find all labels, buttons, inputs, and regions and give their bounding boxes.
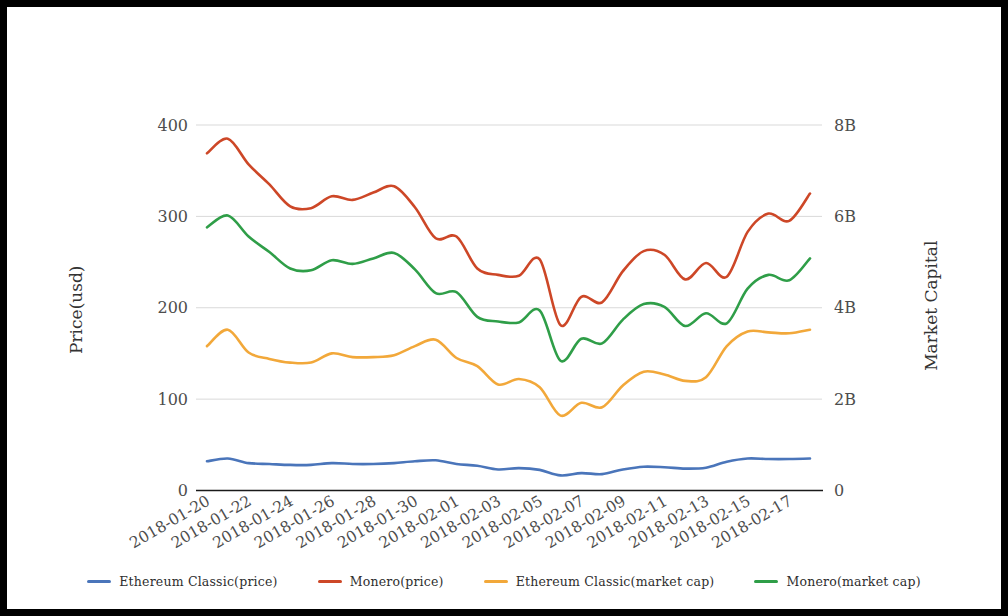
left-axis-tick-label: 300 xyxy=(157,207,188,226)
legend-item-monero-price: Monero(price) xyxy=(318,574,444,589)
right-axis-tick-label: 4B xyxy=(834,298,856,317)
series-line-ethereum-classic-price xyxy=(207,458,810,475)
legend-label: Ethereum Classic(price) xyxy=(119,574,277,589)
legend-label: Monero(price) xyxy=(350,574,444,589)
chart-legend: Ethereum Classic(price) Monero(price) Ethe… xyxy=(0,574,1008,589)
left-axis-tick-label: 200 xyxy=(157,298,188,317)
series-line-ethereum-classic-market-cap xyxy=(207,330,810,416)
legend-label: Monero(market cap) xyxy=(786,574,920,589)
right-axis-tick-label: 6B xyxy=(834,207,856,226)
right-axis-tick-label: 2B xyxy=(834,390,856,409)
right-axis-tick-label: 0 xyxy=(834,481,844,500)
price-marketcap-line-chart: 001002B2004B3006B4008B2018-01-202018-01-… xyxy=(0,0,1008,616)
legend-item-ethereum-classic-price: Ethereum Classic(price) xyxy=(87,574,277,589)
legend-item-ethereum-classic-market-cap: Ethereum Classic(market cap) xyxy=(484,574,715,589)
series-line-monero-price xyxy=(207,139,810,326)
chart-window: 001002B2004B3006B4008B2018-01-202018-01-… xyxy=(0,0,1008,616)
left-axis-tick-label: 100 xyxy=(157,390,188,409)
left-axis-title: Price(usd) xyxy=(66,266,86,354)
left-axis-tick-label: 0 xyxy=(178,481,188,500)
left-axis-tick-label: 400 xyxy=(157,116,188,135)
legend-swatch-monero-price xyxy=(318,580,342,583)
series-line-monero-market-cap xyxy=(207,215,810,361)
legend-swatch-ethereum-classic-market-cap xyxy=(484,580,508,583)
legend-swatch-monero-market-cap xyxy=(754,580,778,583)
legend-swatch-ethereum-classic-price xyxy=(87,580,111,583)
legend-label: Ethereum Classic(market cap) xyxy=(516,574,715,589)
right-axis-tick-label: 8B xyxy=(834,116,856,135)
right-axis-title: Market Capital xyxy=(921,241,941,371)
legend-item-monero-market-cap: Monero(market cap) xyxy=(754,574,920,589)
